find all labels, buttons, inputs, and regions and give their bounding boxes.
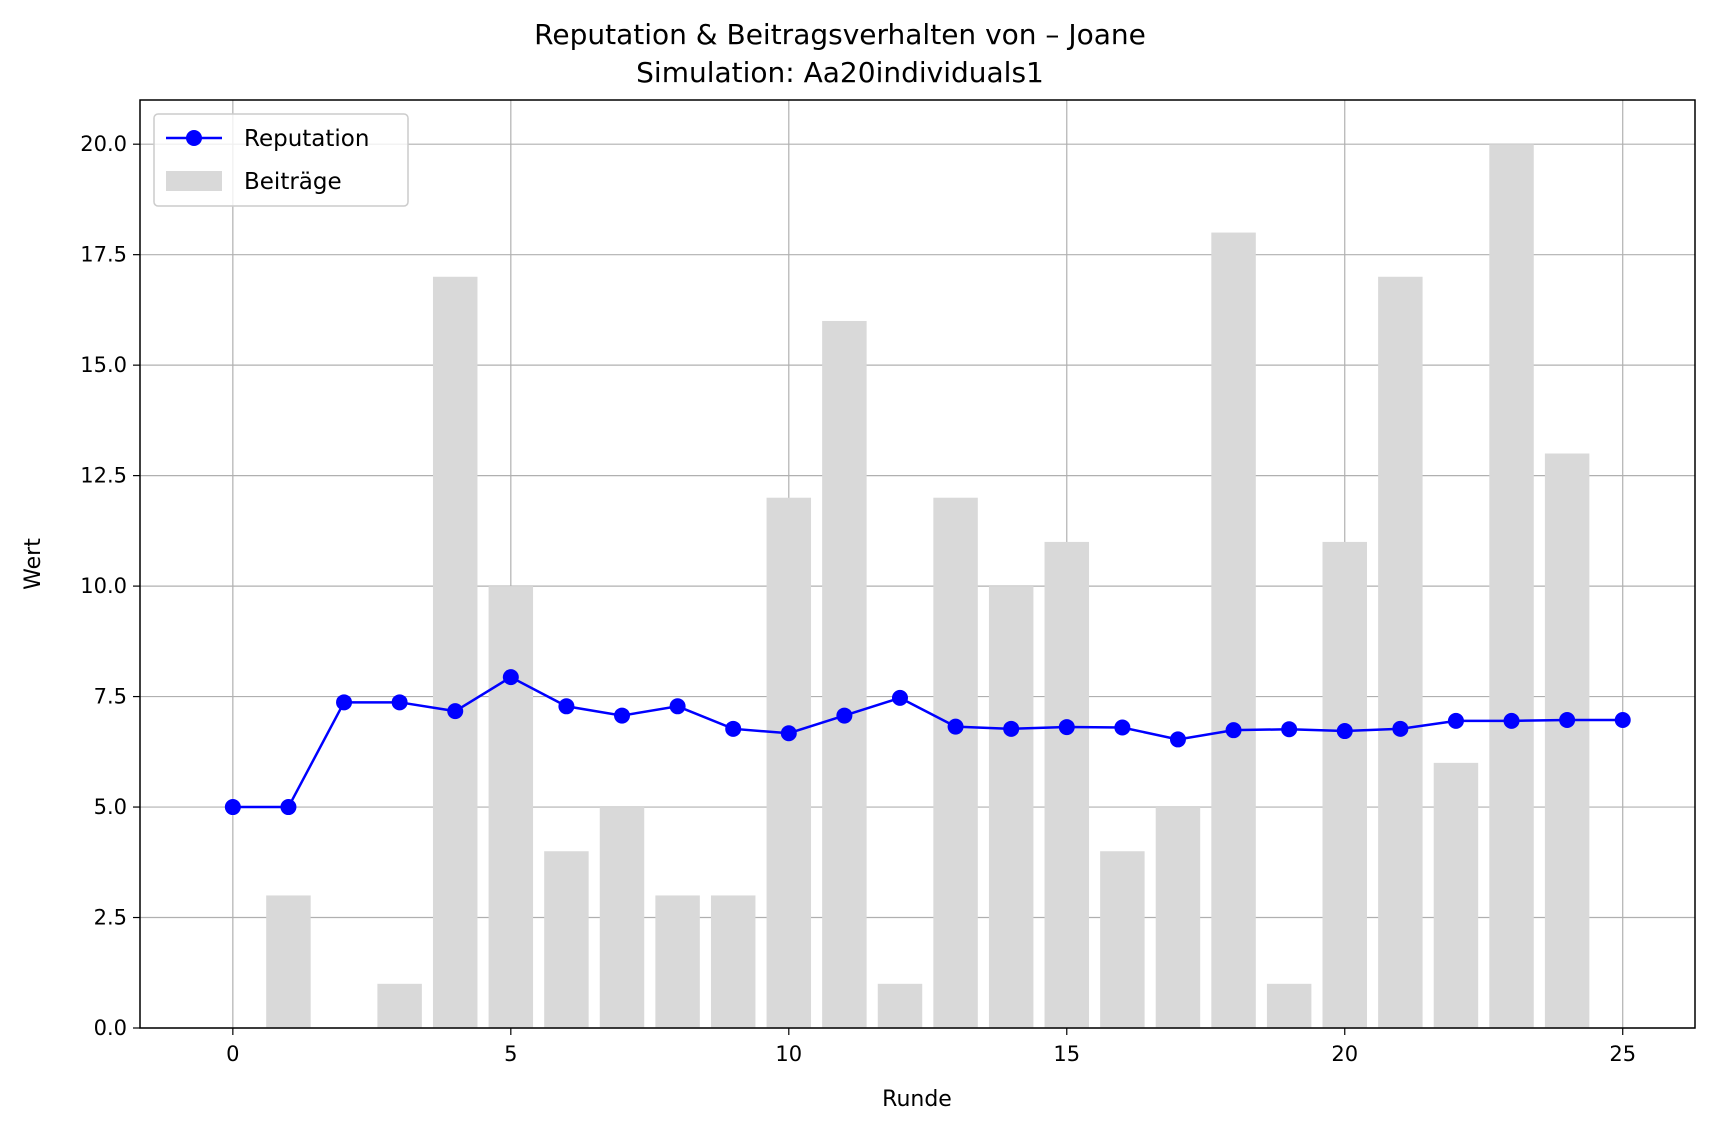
bar-beitraege [377, 983, 422, 1028]
reputation-point [1559, 711, 1576, 728]
bar-beitraege [544, 851, 589, 1028]
reputation-point [447, 703, 464, 720]
y-tick-label: 15.0 [80, 353, 127, 377]
y-tick-label: 2.5 [94, 906, 127, 930]
reputation-point [1392, 720, 1409, 737]
bar-beitraege [655, 895, 700, 1028]
reputation-point [614, 707, 631, 724]
legend: Reputation Beiträge [153, 113, 409, 207]
bar-beitraege [1155, 807, 1201, 1028]
reputation-point [1225, 722, 1242, 739]
reputation-line [232, 675, 1623, 809]
y-tick-label: 10.0 [80, 574, 127, 598]
bar-beitraege [877, 983, 923, 1028]
bar-beitraege [266, 895, 311, 1028]
reputation-point [669, 698, 686, 715]
reputation-point [947, 718, 964, 735]
reputation-point [1614, 711, 1631, 728]
bars [266, 144, 1590, 1029]
reputation-point [1003, 720, 1020, 737]
bar-beitraege [1211, 232, 1256, 1029]
reputation-point [1503, 712, 1520, 729]
y-tick-label: 17.5 [80, 243, 127, 267]
x-tick-label: 25 [1609, 1042, 1636, 1066]
reputation-point [891, 689, 908, 706]
x-tick-label: 20 [1331, 1042, 1358, 1066]
reputation-point [1336, 723, 1353, 740]
plot-frame [139, 99, 1696, 1029]
reputation-point [780, 725, 797, 742]
bar-beitraege [1266, 983, 1312, 1028]
reputation-point [725, 720, 742, 737]
reputation-point [502, 669, 519, 686]
bar-beitraege [599, 807, 645, 1028]
reputation-point [1114, 719, 1131, 736]
reputation-point [391, 694, 408, 711]
reputation-point [1281, 721, 1298, 738]
chart-subtitle: Simulation: Aa20individuals1 [636, 56, 1044, 89]
line-layer [224, 669, 1631, 816]
legend-beitraege-swatch [166, 171, 222, 191]
reputation-point [336, 694, 353, 711]
reputation-point [1169, 731, 1186, 748]
bar-beitraege [1322, 541, 1367, 1028]
y-tick-label: 12.5 [80, 464, 127, 488]
bar-beitraege [1100, 851, 1145, 1028]
ticks: 0 5 10 15 20 25 0.0 2.5 5.0 7.5 10.0 12.5 15.0 17.5 20… [80, 132, 1636, 1066]
x-tick-label: 5 [504, 1042, 517, 1066]
y-tick-label: 0.0 [94, 1016, 127, 1040]
y-tick-label: 5.0 [94, 795, 127, 819]
x-tick-label: 0 [226, 1042, 239, 1066]
y-tick-label: 7.5 [94, 685, 127, 709]
bar-beitraege [488, 586, 534, 1028]
reputation-point [558, 698, 575, 715]
x-axis-label: Runde [882, 1087, 952, 1112]
bar-beitraege [933, 497, 978, 1028]
reputation-point [1447, 712, 1464, 729]
legend-reputation-marker [186, 130, 202, 146]
reputation-point [1058, 719, 1075, 736]
bar-beitraege [1378, 276, 1423, 1028]
grid [140, 100, 1695, 1029]
bar-beitraege [1544, 453, 1590, 1028]
reputation-point [224, 799, 241, 816]
chart-title: Reputation & Beitragsverhalten von – Joa… [534, 18, 1146, 51]
bar-beitraege [1489, 144, 1534, 1028]
y-tick-label: 20.0 [80, 132, 127, 156]
reputation-point [280, 799, 297, 816]
bar-beitraege [432, 276, 478, 1028]
legend-reputation-label: Reputation [244, 126, 369, 152]
reputation-point [836, 707, 853, 724]
x-tick-label: 10 [775, 1042, 802, 1066]
x-tick-label: 15 [1053, 1042, 1080, 1066]
bar-beitraege [1433, 762, 1479, 1028]
bar-beitraege [710, 895, 756, 1028]
bar-beitraege [822, 320, 867, 1028]
bar-beitraege [988, 586, 1034, 1028]
bar-beitraege [766, 497, 812, 1028]
legend-beitraege-label: Beiträge [244, 169, 342, 195]
y-axis-label: Wert [21, 538, 46, 590]
bar-beitraege [1044, 541, 1090, 1028]
